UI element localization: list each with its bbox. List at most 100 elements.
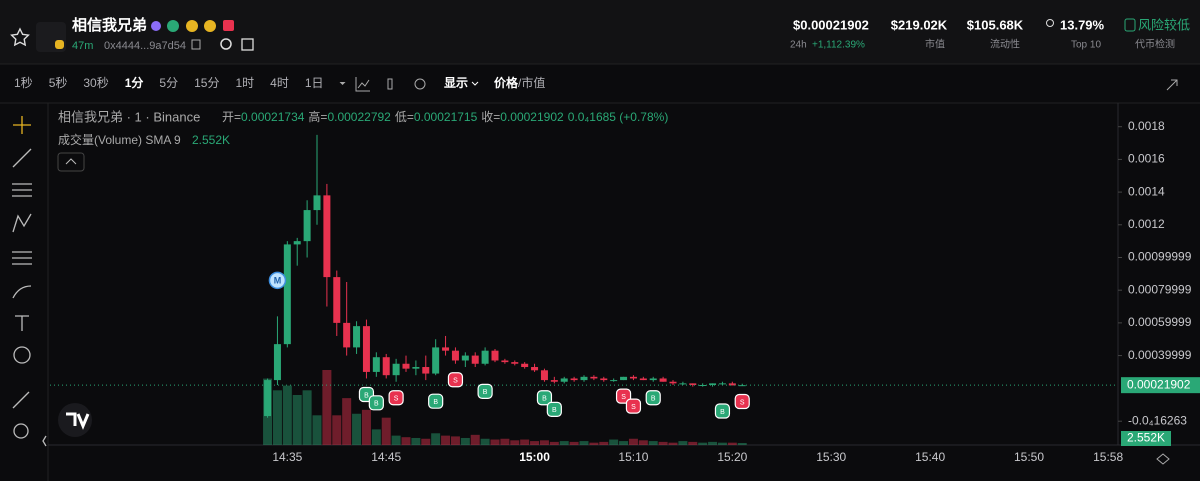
icon [151, 21, 161, 31]
projection-tool[interactable] [12, 251, 32, 265]
volume-bar [737, 443, 747, 445]
token-address: 0x4444...9a7d54 [104, 40, 186, 52]
trade-marker[interactable] [447, 372, 464, 388]
dropdown-icon[interactable] [339, 82, 346, 85]
trade-marker[interactable] [536, 390, 553, 406]
plot-area: 0.0018 0.0016 0.0014 0.0012 0.00099999 0.0007… [50, 119, 1200, 464]
x-tick-label: 15:40 [915, 450, 945, 464]
volume-bar [648, 441, 658, 445]
interval-button[interactable]: 15分 [194, 76, 219, 90]
interval-button[interactable]: 30秒 [83, 76, 108, 90]
trade-marker[interactable] [625, 398, 642, 414]
candle-body [728, 383, 736, 386]
volume-value: 2.552K [192, 133, 230, 147]
interval-button[interactable]: 1时 [235, 76, 254, 90]
candle-body [649, 378, 657, 381]
y-tick-label: 0.00039999 [1128, 348, 1192, 362]
collapse-button[interactable] [57, 152, 85, 172]
volume-bar [668, 442, 678, 445]
candle-body [501, 360, 509, 363]
icon [204, 20, 216, 32]
emoji-tool[interactable] [13, 346, 31, 364]
tv-logo-mark [66, 412, 90, 430]
volume-bar [658, 441, 668, 445]
candle-body [264, 380, 272, 417]
interval-button[interactable]: 1秒 [14, 76, 33, 90]
candle-body [629, 376, 637, 379]
copy-icon[interactable] [191, 39, 201, 50]
candle-body [402, 363, 410, 369]
indicator-icon[interactable] [355, 77, 370, 92]
candle-body [689, 383, 697, 386]
interval-button[interactable]: 5分 [159, 76, 178, 90]
ruler-tool[interactable] [12, 391, 30, 409]
trade-marker[interactable] [388, 390, 404, 406]
collapse-arrow[interactable] [42, 435, 47, 447]
volume-bar [717, 442, 727, 445]
price-toggle[interactable]: 价格 [494, 75, 519, 90]
trade-marker[interactable] [645, 390, 661, 406]
text-tool[interactable] [15, 315, 29, 331]
search-icon[interactable] [220, 38, 232, 50]
volume-bar [619, 441, 629, 445]
interval-button[interactable]: 4时 [270, 76, 289, 90]
trade-marker[interactable] [546, 401, 562, 417]
ohlc-legend: 开= 0.00021734 高= 0.00022792 低= 0.00021715 收= 0.… [222, 109, 668, 124]
trade-marker[interactable] [615, 388, 632, 404]
mcap-toggle[interactable]: /市值 [518, 75, 545, 90]
settings-icon[interactable] [1156, 453, 1170, 465]
y-tick-label: 0.0016 [1128, 152, 1165, 166]
trade-marker[interactable] [428, 393, 444, 409]
candle-body [531, 367, 539, 371]
zoom-tool[interactable] [13, 423, 29, 439]
candle-icon[interactable] [387, 78, 393, 90]
candle-body [353, 326, 361, 348]
risk-check[interactable]: 代币检测 [1135, 38, 1175, 51]
y-tick-label: 0.0014 [1128, 184, 1165, 198]
volume-bar [371, 429, 381, 445]
crosshair-tool[interactable] [13, 116, 31, 134]
ohlc-label: 高= [308, 109, 327, 124]
candle-body [600, 378, 608, 381]
trade-marker[interactable] [368, 395, 384, 411]
share-icon[interactable] [241, 38, 254, 51]
token-name: 相信我兄弟 [72, 16, 147, 34]
volume-bar [599, 441, 609, 445]
x-tick-label: 14:35 [272, 450, 302, 464]
interval-button[interactable]: 1分 [125, 75, 144, 90]
volume-bar [530, 441, 540, 445]
y-tick-label: 0.0018 [1128, 119, 1165, 133]
volume-bar [460, 437, 470, 445]
volume-bar [609, 439, 619, 445]
line-tool[interactable] [12, 148, 32, 168]
volume-bar [431, 433, 441, 445]
risk-level[interactable]: 风险较低 [1138, 17, 1190, 32]
candle-body [521, 363, 529, 368]
volume-bar [539, 440, 549, 445]
pattern-tool[interactable] [12, 213, 32, 233]
candle-body [461, 355, 469, 361]
interval-button[interactable]: 1日 [305, 76, 324, 90]
candle-body [451, 350, 459, 361]
brush-tool[interactable] [12, 285, 32, 299]
fib-tool[interactable] [12, 183, 32, 197]
trade-marker[interactable] [714, 403, 731, 419]
volume-bar [272, 390, 282, 445]
trade-marker-label: B [542, 396, 547, 403]
trade-marker[interactable] [477, 383, 493, 399]
candle-body [511, 362, 519, 364]
ohlc-label: 收= [481, 110, 500, 124]
dropdown-icon [471, 81, 479, 86]
event-marker[interactable] [268, 271, 287, 290]
volume-bar [698, 442, 708, 445]
expand-icon[interactable] [1166, 79, 1178, 91]
trade-marker[interactable] [734, 393, 750, 410]
settings-icon[interactable] [414, 78, 426, 90]
candle-body [471, 355, 479, 364]
favorite-icon[interactable] [10, 27, 30, 47]
interval-button[interactable]: 5秒 [49, 76, 68, 90]
market-cap-label: 市值 [925, 38, 945, 51]
y-tick-label: 0.00099999 [1128, 250, 1192, 264]
trade-marker-label: B [374, 401, 379, 408]
display-menu[interactable]: 显示 [444, 76, 468, 90]
